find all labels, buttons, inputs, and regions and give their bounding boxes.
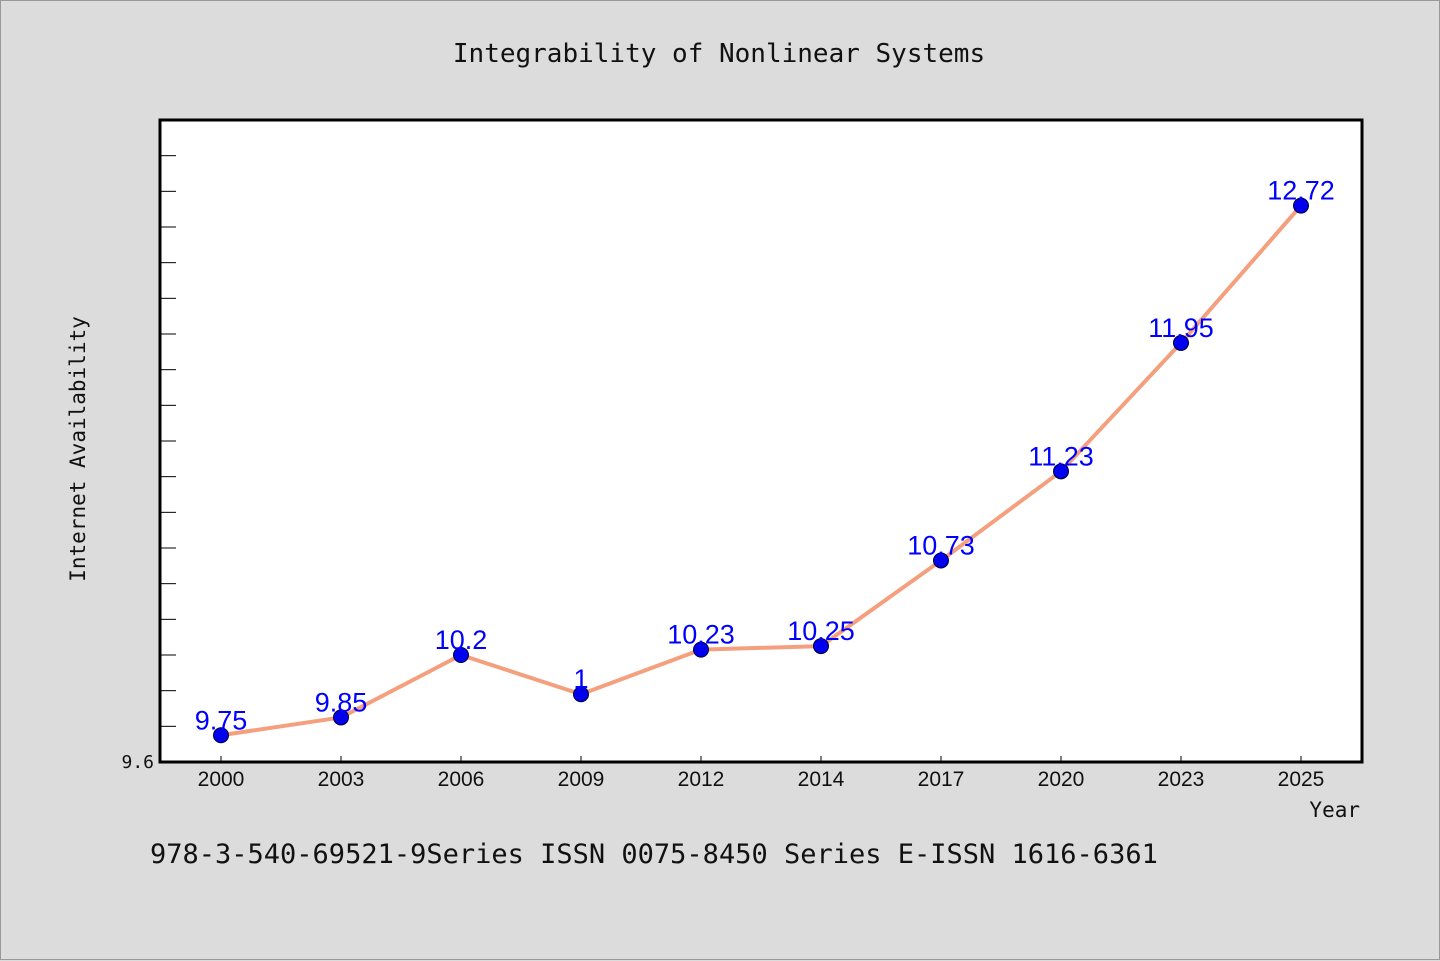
x-tick-label: 2023 bbox=[1158, 768, 1205, 791]
y-tick-label: 9.6 bbox=[121, 752, 154, 773]
data-point-marker bbox=[1293, 197, 1309, 214]
data-label: 11.23 bbox=[1028, 441, 1094, 471]
footer-isbn-text: 978-3-540-69521-9Series ISSN 0075-8450 S… bbox=[150, 839, 1158, 870]
x-tick-label: 2012 bbox=[678, 768, 725, 791]
data-label: 9.75 bbox=[195, 705, 248, 735]
data-label: 10.25 bbox=[787, 616, 855, 646]
data-label-layer: 9.75 9.85 10.2 1 10.23 10.25 10.73 11.23 11.95 12… bbox=[195, 176, 1335, 736]
data-label: 10.2 bbox=[435, 625, 488, 655]
x-tick-label: 2009 bbox=[558, 768, 605, 791]
data-point-marker bbox=[213, 727, 229, 744]
data-label: 10.23 bbox=[667, 620, 735, 650]
data-point-marker bbox=[1173, 334, 1189, 351]
x-tick-label: 2014 bbox=[798, 768, 845, 791]
data-label: 1 bbox=[573, 664, 588, 694]
data-label: 9.85 bbox=[315, 687, 368, 717]
series-line bbox=[219, 203, 1303, 738]
y-axis-ticks bbox=[160, 119, 176, 763]
data-point-marker bbox=[813, 638, 829, 655]
y-axis-tick-labels: 9.6 bbox=[121, 752, 154, 773]
x-tick-label: 2000 bbox=[198, 768, 245, 791]
y-axis-label: Internet Availability bbox=[66, 316, 90, 582]
x-tick-label: 2003 bbox=[318, 768, 365, 791]
x-tick-label: 2006 bbox=[438, 768, 485, 791]
x-axis-ticks bbox=[220, 756, 1302, 762]
data-point-marker bbox=[693, 641, 709, 658]
data-point-marker bbox=[1053, 463, 1069, 480]
x-tick-label: 2017 bbox=[918, 768, 965, 791]
data-label: 11.95 bbox=[1148, 313, 1214, 343]
data-label: 10.73 bbox=[907, 530, 975, 560]
x-axis-label: Year bbox=[1309, 798, 1360, 822]
data-point-marker bbox=[573, 686, 589, 703]
chart-title: Integrability of Nonlinear Systems bbox=[453, 39, 985, 69]
x-tick-label: 2020 bbox=[1038, 768, 1085, 791]
data-point-marker bbox=[933, 552, 949, 569]
plot-area bbox=[158, 118, 1364, 764]
data-point-marker bbox=[333, 709, 349, 726]
data-label: 12.72 bbox=[1267, 176, 1335, 206]
series-layer bbox=[213, 197, 1309, 744]
data-point-marker bbox=[453, 647, 469, 663]
x-tick-label: 2025 bbox=[1278, 768, 1325, 791]
x-axis-tick-labels: 2000 2003 2006 2009 2012 2014 2017 2020 2023 2025 bbox=[198, 768, 1325, 791]
